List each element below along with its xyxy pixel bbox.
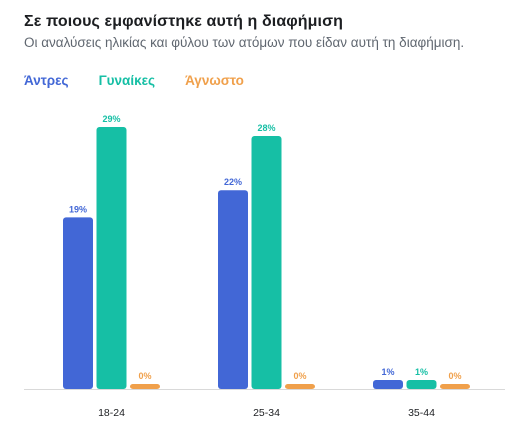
bar-unknown-25-34[interactable] — [285, 384, 315, 389]
bar-unknown-18-24[interactable] — [130, 384, 160, 389]
bar-men-25-34[interactable] — [218, 190, 248, 389]
x-tick-label: 25-34 — [253, 407, 280, 419]
data-label: 1% — [381, 367, 394, 377]
x-tick-label: 18-24 — [98, 407, 125, 419]
chart-subtitle: Οι αναλύσεις ηλικίας και φύλου των ατόμω… — [24, 35, 465, 50]
legend-item-women[interactable]: Γυναίκες — [98, 73, 156, 88]
data-label: 0% — [293, 371, 306, 381]
bar-women-18-24[interactable] — [96, 127, 127, 389]
legend-item-men[interactable]: Άντρες — [24, 73, 69, 88]
chart-legend: Άντρες Γυναίκες Άγνωστο — [24, 73, 274, 88]
bar-men-18-24[interactable] — [63, 217, 93, 389]
bar-unknown-35-44[interactable] — [440, 384, 470, 389]
data-label: 28% — [257, 123, 275, 133]
data-label: 19% — [69, 204, 87, 214]
bar-women-25-34[interactable] — [251, 136, 282, 389]
data-label: 0% — [448, 371, 461, 381]
bar-women-35-44[interactable] — [406, 379, 437, 389]
data-label: 29% — [102, 114, 120, 124]
data-label: 22% — [224, 177, 242, 187]
bar-men-35-44[interactable] — [373, 379, 403, 389]
legend-item-unknown[interactable]: Άγνωστο — [185, 73, 244, 88]
data-label: 0% — [138, 371, 151, 381]
x-tick-label: 35-44 — [408, 407, 435, 419]
chart-title: Σε ποιους εμφανίστηκε αυτή η διαφήμιση — [24, 13, 344, 30]
data-label: 1% — [415, 367, 428, 377]
